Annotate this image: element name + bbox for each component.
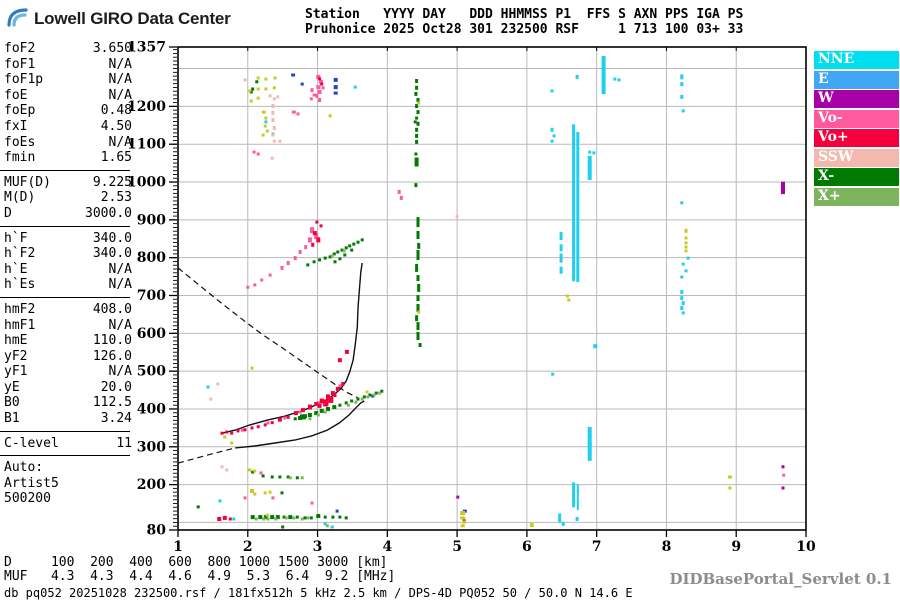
svg-text:200: 200 (137, 477, 166, 493)
legend-item-Vo+: Vo+ (814, 129, 899, 147)
legend-item-W: W (814, 90, 899, 108)
echo-layer-Vo- (240, 74, 786, 505)
param-row-hmF2: hmF2 408.0 (4, 301, 132, 317)
param-row-hmF1: hmF1 N/A (4, 317, 132, 333)
svg-text:1357: 1357 (127, 40, 166, 56)
station-header: Station YYYY DAY DDD HHMMSS P1 FFS S AXN… (305, 7, 743, 37)
svg-text:4: 4 (382, 539, 392, 555)
svg-text:2: 2 (243, 539, 253, 555)
param-separator (0, 430, 130, 432)
echo-layer-unclassified-yellow (223, 76, 732, 528)
servlet-version-label: DIDBasePortal_Servlet 0.1 (669, 570, 892, 588)
svg-text:700: 700 (137, 288, 166, 304)
svg-text:7: 7 (592, 539, 602, 555)
svg-text:5: 5 (452, 539, 462, 555)
svg-text:300: 300 (137, 439, 166, 455)
curve-profile-trace-fit (221, 262, 363, 434)
echo-layer-X+ (254, 249, 382, 528)
param-row-hF: h`F 340.0 (4, 230, 132, 246)
x-axis: 1 2 3 4 5 6 7 8 9 10 (173, 47, 816, 555)
svg-text:1200: 1200 (127, 99, 166, 115)
svg-text:8: 8 (662, 539, 672, 555)
param-row-foF2: foF2 3.650 (4, 41, 132, 56)
param-row-MUFD: MUF(D) 9.225 (4, 174, 132, 190)
curve-profile-lower-branch (235, 400, 365, 449)
echo-layer-NNE (206, 56, 690, 529)
svg-text:600: 600 (137, 326, 166, 342)
param-row-B0: B0 112.5 (4, 395, 132, 411)
station-header-values: Pruhonice 2025 Oct28 301 232500 RSF 1 71… (305, 22, 744, 37)
param-row-MD: M(D) 2.53 (4, 190, 132, 206)
param-row-hE: h`E N/A (4, 261, 132, 277)
svg-text:80: 80 (147, 523, 167, 539)
echo-layer-Vo+ (217, 77, 466, 522)
svg-text:9: 9 (731, 539, 741, 555)
logo: Lowell GIRO Data Center (6, 5, 231, 33)
param-row-fmin: fmin 1.65 (4, 150, 132, 166)
param-row-fxI: fxI 4.50 (4, 118, 132, 134)
logo-text: Lowell GIRO Data Center (34, 9, 231, 28)
svg-text:400: 400 (137, 401, 166, 417)
param-row-Artist5: Artist5 (4, 475, 59, 491)
svg-text:800: 800 (137, 250, 166, 266)
param-row-hmE: hmE 110.0 (4, 333, 132, 349)
param-row-foF1p: foF1p N/A (4, 72, 132, 88)
legend-item-X-: X- (814, 168, 899, 186)
param-row-D: D 3000.0 (4, 205, 132, 221)
curve-extrapolated-lower (177, 447, 236, 464)
svg-text:10: 10 (796, 539, 816, 555)
svg-text:500: 500 (137, 364, 166, 380)
svg-text:1: 1 (173, 539, 183, 555)
param-row-B1: B1 3.24 (4, 411, 132, 427)
legend-item-E: E (814, 70, 899, 89)
param-separator (0, 296, 130, 298)
muf-row: MUF 4.3 4.3 4.4 4.6 4.9 5.3 6.4 9.2 [MHz… (4, 569, 396, 584)
echo-layer-X- (196, 79, 422, 529)
param-row-Auto: Auto: (4, 460, 44, 476)
legend: NNE E W Vo- Vo+ SSW X- X+ (814, 51, 899, 207)
param-separator (0, 169, 130, 171)
legend-item-SSW: SSW (814, 148, 899, 167)
y-axis: 1357 1200 1100 1000 900 800 700 600 500 400 300 200… (127, 40, 177, 539)
station-header-labels: Station YYYY DAY DDD HHMMSS P1 FFS S AXN… (305, 7, 744, 22)
legend-item-Vo-: Vo- (814, 109, 899, 128)
param-row-yE: yE 20.0 (4, 379, 132, 395)
param-row-foE: foE N/A (4, 87, 132, 103)
giro-wave-icon (6, 5, 32, 33)
profile-curves (177, 262, 365, 464)
param-row-hEs: h`Es N/A (4, 277, 132, 293)
echo-layer-SSW (209, 78, 459, 472)
legend-item-NNE: NNE (814, 51, 899, 69)
param-row-foEs: foEs N/A (4, 134, 132, 150)
svg-text:900: 900 (137, 212, 166, 228)
param-row-Clevel: C-level 11 (4, 435, 132, 451)
status-line: db pq052 20251028 232500.rsf / 181fx512h… (4, 586, 633, 600)
param-row-foEp: foEp 0.48 (4, 103, 132, 119)
param-panel: foF2 3.650 foF1 N/A foF1p N/A foE N/A foEp 0.48 fx… (0, 41, 132, 507)
curve-extrapolated-upper (177, 267, 359, 399)
echo-layer-W (456, 181, 785, 499)
svg-text:6: 6 (522, 539, 532, 555)
param-row-yF1: yF1 N/A (4, 364, 132, 380)
legend-item-X+: X+ (814, 187, 899, 206)
param-separator (0, 455, 130, 457)
param-row-500200: 500200 (4, 491, 51, 507)
plot-border (177, 46, 807, 531)
svg-text:1000: 1000 (127, 175, 166, 191)
param-row-hF2: h`F2 340.0 (4, 246, 132, 262)
distance-row: D 100 200 400 600 800 1000 1500 3000 [km… (4, 555, 388, 570)
svg-text:1100: 1100 (127, 137, 166, 153)
grid (178, 47, 806, 530)
svg-text:3: 3 (313, 539, 323, 555)
param-separator (0, 225, 130, 227)
param-row-yF2: yF2 126.0 (4, 348, 132, 364)
param-row-foF1: foF1 N/A (4, 56, 132, 72)
